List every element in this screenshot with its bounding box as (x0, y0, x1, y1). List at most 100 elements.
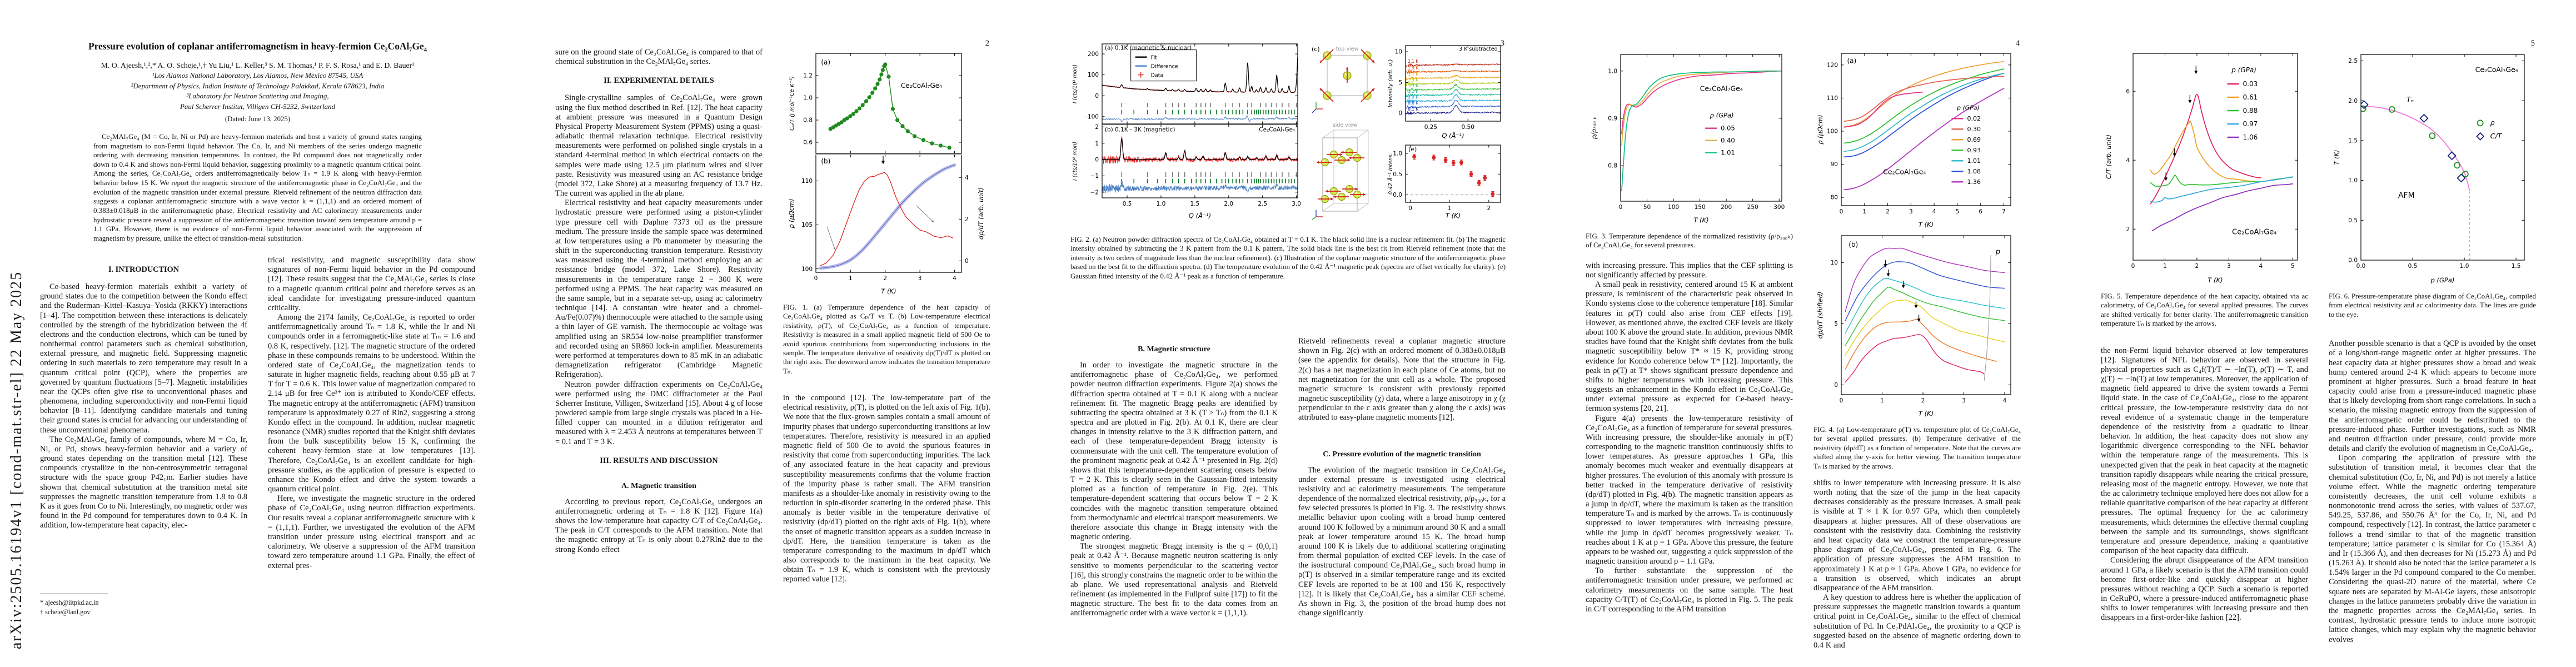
svg-text:10: 10 (1831, 260, 1838, 266)
svg-text:Tₙ: Tₙ (2406, 96, 2413, 104)
page-1: arXiv:2505.16194v1 [cond-mat.str-el] 22 … (0, 0, 515, 667)
svg-text:1.0: 1.0 (2459, 263, 2469, 270)
paragraph: In order to investigate the magnetic str… (1070, 361, 1278, 542)
svg-text:7: 7 (2002, 208, 2006, 215)
column: 0 50 100 150 200 250 300 0.8 0.9 1.0 T (K) ρ/ρ₃₀₀ ₖ… (1586, 48, 1793, 664)
svg-text:1.2: 1.2 (803, 73, 813, 79)
svg-text:0.03: 0.03 (2243, 80, 2258, 88)
figure-2c-magnetic-structure: (c) top view side view (1309, 42, 1378, 220)
svg-text:0: 0 (965, 258, 969, 265)
figure-caption: FIG. 5. Temperature dependence of the he… (2101, 292, 2308, 328)
figure-caption: FIG. 6. Pressure-temperature phase diagr… (2329, 292, 2536, 318)
page-4: 4 0 50 100 150 200 250 300 0.8 0.9 1.0 T (K) ρ/ρ₃₀₀… (1546, 0, 2061, 667)
svg-text:10: 10 (1395, 49, 1402, 56)
svg-text:2: 2 (883, 275, 887, 282)
svg-text:AFM: AFM (2398, 191, 2414, 200)
svg-text:(a): (a) (1847, 57, 1856, 64)
svg-text:2: 2 (2126, 226, 2130, 233)
figure-2b-magnetic-intensity-chart: 0.5 1.0 1.5 2.0 2.5 3.0 −2 −1 0 1 2 Q (Å⁻¹) I (cts/1… (1072, 125, 1301, 220)
svg-text:-100: -100 (1085, 113, 1099, 120)
paragraph: Single-crystalline samples of Ce₂CoAl₇Ge… (555, 93, 763, 198)
svg-text:200: 200 (1721, 204, 1732, 211)
svg-text:2: 2 (1886, 208, 1890, 215)
page-number: 2 (985, 39, 989, 48)
subsection-heading: A. Magnetic transition (621, 481, 696, 490)
svg-text:0.9 K: 0.9 K (1408, 95, 1419, 100)
svg-text:Cₚ/T (J mol⁻¹Ce K⁻²): Cₚ/T (J mol⁻¹Ce K⁻²) (789, 76, 795, 131)
footnote-email: * ajeesh@iitpkd.ac.in (40, 598, 99, 606)
dated-line: (Dated: June 13, 2025) (225, 115, 291, 123)
affiliation-2: ²Department of Physics, Indian Institute… (131, 81, 385, 90)
svg-text:1.7 K: 1.7 K (1408, 72, 1419, 77)
svg-text:80: 80 (1831, 195, 1838, 201)
svg-text:1.1 K: 1.1 K (1408, 89, 1419, 94)
paper-header: Pressure evolution of coplanar antiferro… (0, 0, 515, 123)
svg-text:120: 120 (1827, 62, 1838, 68)
svg-text:150: 150 (1694, 204, 1705, 211)
svg-text:0.88: 0.88 (2243, 107, 2258, 115)
svg-text:5: 5 (1398, 79, 1402, 86)
svg-text:1.06: 1.06 (2243, 133, 2258, 141)
svg-text:dρ/dT (arb. unit): dρ/dT (arb. unit) (977, 187, 985, 240)
svg-text:6: 6 (2126, 88, 2130, 95)
spacer (783, 379, 990, 394)
paragraph: According to previous report, Ce₂CoAl₇Ge… (555, 497, 763, 554)
svg-text:1.5 K: 1.5 K (1408, 78, 1419, 83)
paragraph: The strongest magnetic Bragg intensity i… (1070, 542, 1278, 618)
svg-text:T (K): T (K) (1693, 216, 1708, 224)
paragraph: Ce-based heavy-fermion materials exhibit… (40, 282, 247, 435)
svg-text:1: 1 (1880, 397, 1884, 404)
subsection-heading: C. Pressure evolution of the magnetic tr… (1323, 450, 1481, 459)
svg-text:110: 110 (1827, 95, 1838, 102)
svg-text:(c): (c) (1312, 46, 1320, 53)
figure-chart-fig5: 0 1 2 3 4 5 2 4 6 T (K) C/T (arb. unit) Ce₂CoAl₇Ge₄… (2105, 53, 2298, 284)
column: sure on the ground state of Ce₂CoAl₇Ge₄ … (555, 48, 763, 664)
svg-text:4: 4 (2126, 157, 2130, 164)
page-3-columns: B. Magnetic structure In order to investi… (1070, 337, 1506, 664)
page-5: 5 0 1 2 3 4 5 2 4 6 T (K) C/T (arb. unit) Ce₂CoAl₇G… (2061, 0, 2576, 667)
page-number: 5 (2530, 39, 2535, 48)
svg-text:1.36: 1.36 (1967, 178, 1981, 186)
svg-text:0.42 Å⁻¹ Intens.: 0.42 Å⁻¹ Intens. (1387, 153, 1394, 195)
figure-2-caption: FIG. 2. (a) Neutron powder diffraction s… (1070, 236, 1506, 280)
paragraph: the non-Fermi liquid behavior observed a… (2101, 346, 2308, 556)
affiliation-3: ³Laboratory for Neutron Scattering and I… (186, 92, 329, 101)
svg-text:C/T (arb. unit): C/T (arb. unit) (2105, 135, 2112, 179)
svg-text:T (K): T (K) (2208, 276, 2223, 284)
svg-text:2.0: 2.0 (2348, 98, 2358, 104)
svg-text:0.69: 0.69 (1967, 136, 1981, 143)
paragraph: The Ce₂MAl₇Ge₄ family of compounds, wher… (40, 435, 247, 530)
spacer (1298, 423, 1506, 442)
svg-text:1.01: 1.01 (1967, 157, 1981, 165)
svg-text:1: 1 (849, 275, 853, 282)
svg-text:0.5: 0.5 (2348, 217, 2358, 224)
svg-text:−1: −1 (1090, 173, 1099, 180)
svg-text:0.8: 0.8 (803, 117, 813, 124)
svg-text:0: 0 (2131, 263, 2135, 270)
svg-text:1: 1 (1095, 140, 1099, 147)
svg-text:(b): (b) (821, 157, 830, 165)
svg-text:1: 1 (2163, 263, 2167, 270)
svg-text:ρ/ρ₃₀₀ ₖ: ρ/ρ₃₀₀ ₖ (1590, 116, 1598, 139)
svg-text:0.0: 0.0 (1393, 192, 1402, 198)
author-line: M. O. Ajeesh,¹,²,* A. O. Scheie,¹,† Yu L… (101, 61, 415, 69)
svg-text:C/T: C/T (2490, 132, 2502, 140)
svg-text:105: 105 (801, 222, 812, 228)
paragraph: A small peak in resistivity, centered ar… (1586, 280, 1793, 414)
svg-text:0.40: 0.40 (1721, 137, 1735, 145)
footnotes: * ajeesh@iitpkd.ac.in † scheie@lanl.gov (40, 588, 247, 617)
svg-text:1.0: 1.0 (1393, 151, 1402, 157)
svg-text:5: 5 (1956, 208, 1960, 215)
svg-text:1.5: 1.5 (2511, 263, 2520, 270)
svg-text:0.1 K: 0.1 K (1408, 107, 1419, 112)
svg-text:300: 300 (1773, 204, 1785, 211)
svg-text:Ce₂CoAl₇Ge₄: Ce₂CoAl₇Ge₄ (1259, 127, 1295, 133)
svg-text:2: 2 (1095, 125, 1099, 131)
svg-text:0: 0 (1398, 110, 1402, 117)
svg-text:0: 0 (1840, 208, 1843, 215)
page-5-columns: 0 1 2 3 4 5 2 4 6 T (K) C/T (arb. unit) Ce₂CoAl₇Ge₄… (2101, 48, 2536, 664)
arxiv-banner: arXiv:2505.16194v1 [cond-mat.str-el] 22 … (8, 271, 25, 649)
spacer (1813, 474, 2021, 479)
svg-text:0: 0 (1095, 93, 1099, 99)
paragraph: trical resistivity, and magnetic suscept… (268, 256, 475, 312)
